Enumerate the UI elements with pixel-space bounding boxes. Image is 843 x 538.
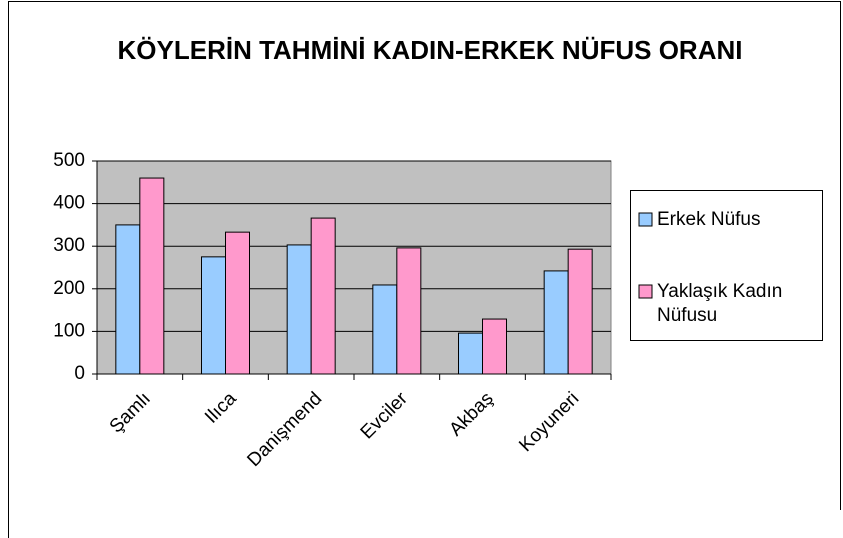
- chart-frame: [8, 1, 841, 538]
- bar: [115, 224, 141, 375]
- x-tick-label: Akbaş: [445, 388, 497, 440]
- bar: [286, 244, 312, 375]
- x-tick-label: Ilıca: [201, 388, 241, 428]
- bar: [458, 332, 483, 375]
- bar: [225, 231, 250, 375]
- bar: [567, 248, 593, 375]
- x-tick-label: Danişmend: [243, 388, 326, 471]
- y-tick-label: 400: [53, 193, 85, 214]
- x-tick-label: Şamlı: [106, 388, 155, 437]
- bar: [396, 247, 422, 375]
- bar: [482, 318, 507, 375]
- y-tick-label: 200: [53, 278, 85, 299]
- y-tick-label: 100: [53, 320, 85, 341]
- bar: [201, 256, 226, 375]
- bar: [543, 270, 569, 375]
- legend-label: Erkek Nüfus: [657, 209, 761, 230]
- bar: [310, 217, 336, 375]
- legend-label: Yaklaşık Kadın Nüfusu: [657, 281, 783, 326]
- x-tick-label: Koyuneri: [515, 388, 583, 456]
- legend-swatch: [638, 284, 653, 299]
- y-tick-label: 300: [53, 235, 85, 256]
- bar: [372, 284, 398, 375]
- legend-swatch: [638, 212, 653, 227]
- y-tick-label: 500: [53, 150, 85, 171]
- y-tick-label: 0: [74, 363, 85, 384]
- legend-box: [630, 190, 823, 341]
- plot-area: [96, 160, 612, 375]
- bar: [139, 177, 165, 375]
- chart-title: KÖYLERİN TAHMİNİ KADIN-ERKEK NÜFUS ORANI: [117, 35, 743, 65]
- x-tick-label: Evciler: [357, 388, 413, 444]
